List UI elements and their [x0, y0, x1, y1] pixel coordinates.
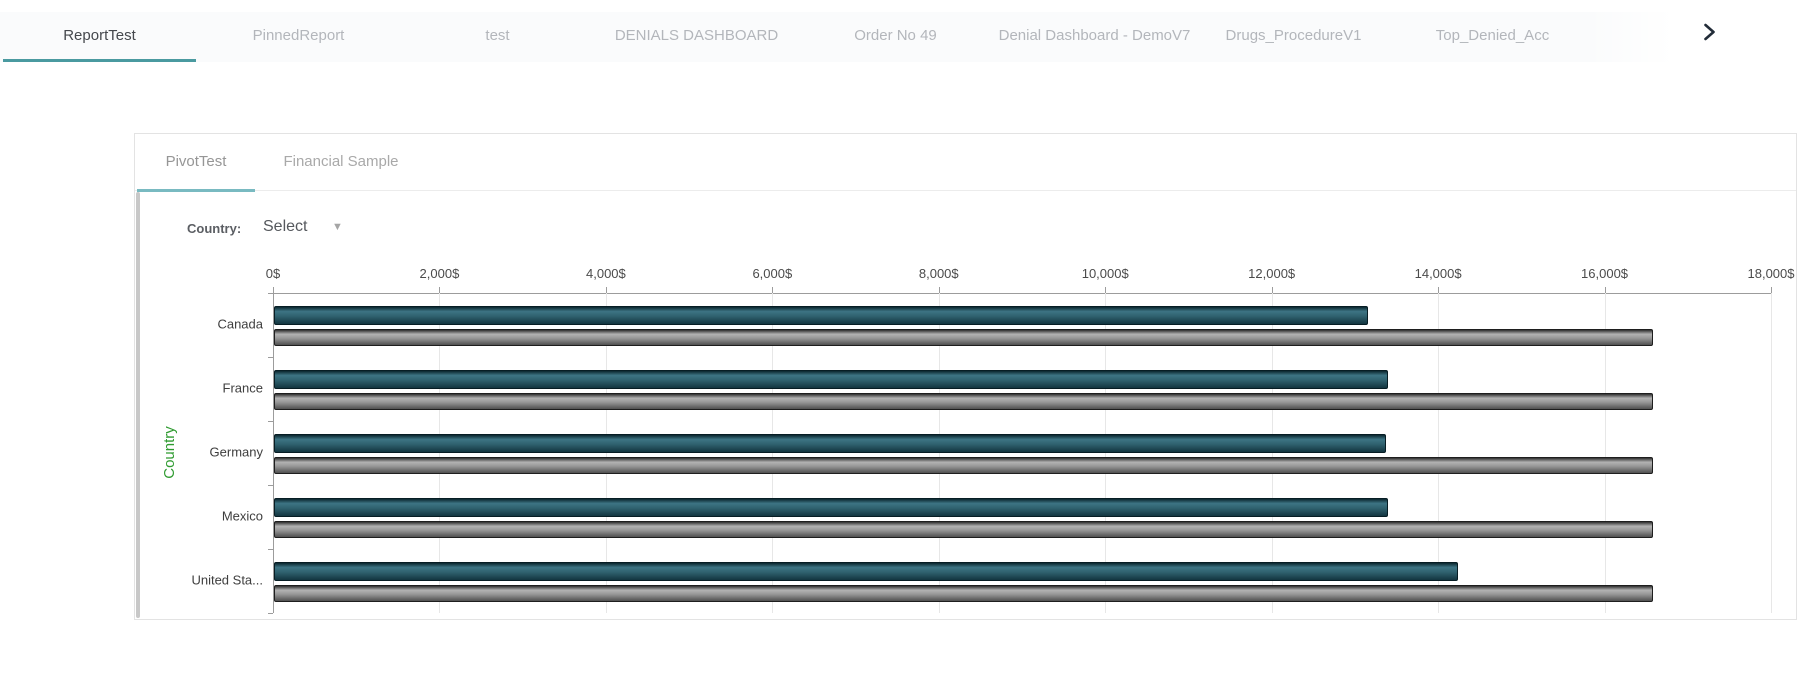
- gridline: [1105, 293, 1107, 613]
- x-tick-mark: [1105, 287, 1107, 293]
- x-tick-mark: [1271, 287, 1273, 293]
- x-tick-label: 10,000$: [1081, 266, 1129, 281]
- x-tick-label: 0$: [265, 266, 281, 281]
- x-axis-line: [273, 293, 1771, 294]
- vertical-scrollbar[interactable]: [136, 192, 140, 618]
- report-tab-top-denied-acc[interactable]: Top_Denied_Acc: [1435, 27, 1550, 44]
- x-tick-mark: [772, 287, 774, 293]
- bar-united-sta--series2[interactable]: [274, 585, 1653, 602]
- report-tab-test[interactable]: test: [485, 27, 510, 44]
- more-options-button[interactable]: [1764, 16, 1788, 46]
- active-tab-underline: [3, 59, 196, 62]
- x-tick-label: 12,000$: [1248, 266, 1296, 281]
- tab-scroll-right-button[interactable]: [1702, 22, 1728, 48]
- y-tick-mark: [268, 357, 273, 358]
- y-tick-mark: [268, 293, 273, 294]
- x-tick-label: 8,000$: [918, 266, 959, 281]
- bar-chart: Country 0$ 2,000$ 4,000$ 6,000$ 8,000$ 10,000…: [135, 134, 1796, 619]
- card-tab-bar: PivotTest Financial Sample: [135, 134, 1796, 192]
- x-tick-label: 6,000$: [752, 266, 793, 281]
- bar-france-series2[interactable]: [274, 393, 1653, 410]
- y-axis-line: [273, 293, 274, 613]
- bar-mexico-series1[interactable]: [274, 498, 1388, 517]
- chevron-right-icon: [1702, 23, 1717, 46]
- x-tick-mark: [605, 287, 607, 293]
- bar-united-sta--series1[interactable]: [274, 562, 1458, 581]
- report-tab-order-no-49[interactable]: Order No 49: [854, 27, 937, 44]
- gridline: [1438, 293, 1440, 613]
- gridline: [1771, 293, 1772, 613]
- y-tick-mark: [268, 485, 273, 486]
- gridline: [938, 293, 940, 613]
- x-tick-label: 2,000$: [419, 266, 460, 281]
- category-label: United Sta...: [191, 572, 263, 588]
- card-tab-pivottest[interactable]: PivotTest: [137, 134, 255, 192]
- report-tab-reporttest[interactable]: ReportTest: [0, 12, 199, 62]
- card-tab-financial-sample[interactable]: Financial Sample: [283, 153, 399, 170]
- category-label: France: [222, 380, 263, 396]
- gridline: [439, 293, 441, 613]
- report-tab-denials-dashboard[interactable]: DENIALS DASHBOARD: [614, 27, 779, 44]
- report-card: PivotTest Financial Sample Country: Selec…: [134, 133, 1797, 620]
- country-filter-select[interactable]: Select: [263, 218, 308, 235]
- y-tick-mark: [268, 421, 273, 422]
- bar-germany-series2[interactable]: [274, 457, 1653, 474]
- bar-germany-series1[interactable]: [274, 434, 1386, 453]
- bar-canada-series1[interactable]: [274, 306, 1368, 325]
- report-tab-drugs-procedurev1[interactable]: Drugs_ProcedureV1: [1225, 27, 1362, 44]
- report-tab-denial-dashboard-demov7[interactable]: Denial Dashboard - DemoV7: [998, 27, 1191, 44]
- category-label: Germany: [209, 444, 263, 460]
- x-tick-mark: [273, 287, 274, 293]
- x-tick-label: 16,000$: [1581, 266, 1629, 281]
- x-tick-label: 4,000$: [585, 266, 626, 281]
- bar-france-series1[interactable]: [274, 370, 1388, 389]
- report-tab-pinnedreport[interactable]: PinnedReport: [252, 27, 345, 44]
- x-tick-label: 14,000$: [1414, 266, 1462, 281]
- y-tick-mark: [268, 613, 273, 614]
- gridline: [605, 293, 607, 613]
- y-tick-mark: [268, 549, 273, 550]
- dropdown-caret-icon[interactable]: ▼: [332, 221, 343, 233]
- x-tick-mark: [439, 287, 441, 293]
- report-tab-bar: ReportTest PinnedReport test DENIALS DASHBO…: [0, 12, 1697, 62]
- x-tick-mark: [938, 287, 940, 293]
- category-label: Canada: [217, 316, 263, 332]
- x-tick-mark: [1438, 287, 1440, 293]
- gridline: [1604, 293, 1606, 613]
- bar-mexico-series2[interactable]: [274, 521, 1653, 538]
- x-tick-label: 18,000$: [1747, 266, 1795, 281]
- active-card-tab-underline: [137, 189, 255, 192]
- category-label: Mexico: [221, 508, 263, 524]
- gridline: [772, 293, 774, 613]
- x-tick-mark: [1604, 287, 1606, 293]
- gridline: [1271, 293, 1273, 613]
- bar-canada-series2[interactable]: [274, 329, 1653, 346]
- country-filter-label: Country:: [187, 221, 242, 236]
- x-tick-mark: [1771, 287, 1772, 293]
